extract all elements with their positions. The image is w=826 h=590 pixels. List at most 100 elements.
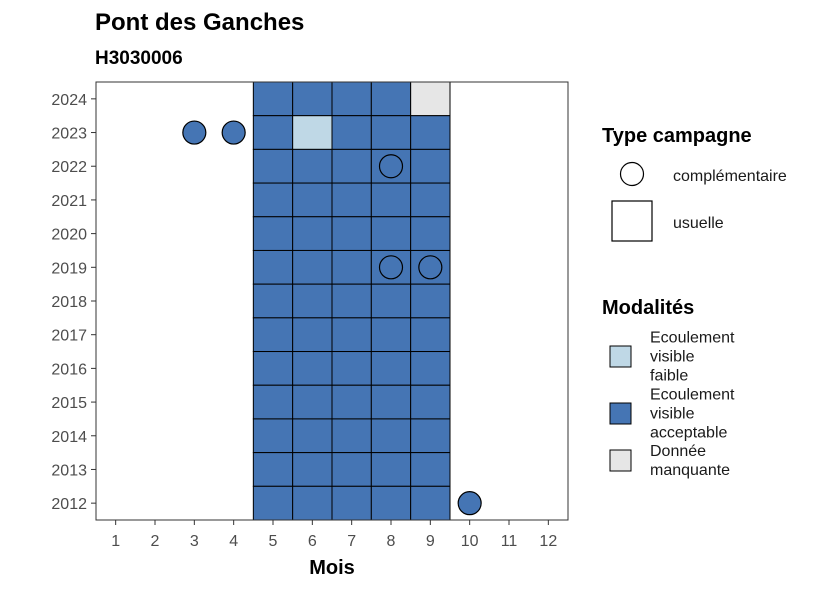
heatmap-cell-2023-9 xyxy=(410,115,451,150)
legend-label-manquante-line-1: Donnée xyxy=(650,443,706,460)
heatmap-cell-2016-7 xyxy=(331,351,372,386)
heatmap-cell-2022-6 xyxy=(292,148,333,184)
legend-label-faible-line-3: faible xyxy=(650,368,688,385)
legend-circle-symbol xyxy=(619,161,645,187)
x-tick-label-12: 12 xyxy=(539,533,557,550)
heatmap-cell-2013-6 xyxy=(292,452,333,487)
x-tick-label-7: 7 xyxy=(347,533,356,550)
y-tick-label-2016: 2016 xyxy=(51,361,87,378)
x-tick-label-9: 9 xyxy=(426,533,435,550)
heatmap-cell-2021-6 xyxy=(292,182,333,218)
heatmap-cell-2015-8 xyxy=(370,384,412,420)
heatmap-cell-2018-7 xyxy=(331,283,372,319)
legend-key-faible xyxy=(609,345,632,368)
heatmap-cell-2017-6 xyxy=(292,317,333,353)
y-tick-label-2012: 2012 xyxy=(51,496,87,513)
heatmap-cell-2014-9 xyxy=(410,418,451,454)
cells-layer xyxy=(252,81,451,521)
heatmap-cell-2016-8 xyxy=(370,351,412,386)
heatmap-cell-2015-5 xyxy=(252,384,294,420)
heatmap-cell-2023-8 xyxy=(370,115,412,150)
heatmap-cell-2015-7 xyxy=(331,384,372,420)
campaign-circle-2012-10 xyxy=(457,491,482,516)
heatmap-cell-2021-7 xyxy=(331,182,372,218)
heatmap-cell-2024-7 xyxy=(331,81,372,117)
y-tick-label-2019: 2019 xyxy=(51,260,87,277)
y-tick-label-2017: 2017 xyxy=(51,328,87,345)
legend-label-faible-line-2: visible xyxy=(650,349,695,366)
legend-key-acceptable xyxy=(609,402,632,425)
y-tick-label-2022: 2022 xyxy=(51,159,87,176)
y-tick-label-2020: 2020 xyxy=(51,227,87,244)
heatmap-cell-2013-5 xyxy=(252,452,294,487)
campaign-circle-2023-3 xyxy=(182,120,207,145)
x-axis-label: Mois xyxy=(309,557,355,579)
heatmap-cell-2012-9 xyxy=(410,485,451,521)
y-tick-label-2023: 2023 xyxy=(51,126,87,143)
heatmap-cell-2017-5 xyxy=(252,317,294,353)
x-tick-label-8: 8 xyxy=(387,533,396,550)
heatmap-cell-2022-5 xyxy=(252,148,294,184)
heatmap-cell-2024-6 xyxy=(292,81,333,117)
x-axis: 1 2 3 4 5 6 7 8 9 10 11 12 xyxy=(111,520,557,550)
heatmap-cell-2012-5 xyxy=(252,485,294,521)
y-tick-label-2015: 2015 xyxy=(51,395,87,412)
x-tick-label-3: 3 xyxy=(190,533,199,550)
heatmap-cell-2015-9 xyxy=(410,384,451,420)
legend-label-acceptable-line-2: visible xyxy=(650,406,695,423)
heatmap-cell-2013-7 xyxy=(331,452,372,487)
legend-shape-title: Type campagne xyxy=(602,125,752,147)
heatmap-cell-2017-7 xyxy=(331,317,372,353)
heatmap-cell-2022-7 xyxy=(331,148,372,184)
legend-type-campagne: Type campagne complémentaire usuelle xyxy=(602,125,787,242)
chart-title: Pont des Ganches xyxy=(95,9,304,36)
heatmap-cell-2012-7 xyxy=(331,485,372,521)
x-tick-label-2: 2 xyxy=(151,533,160,550)
legend-label-faible-line-1: Ecoulement xyxy=(650,330,735,347)
campaign-circle-2019-8 xyxy=(378,255,404,280)
y-tick-label-2014: 2014 xyxy=(51,429,87,446)
x-tick-label-1: 1 xyxy=(111,533,120,550)
heatmap-cell-2022-9 xyxy=(410,148,451,184)
heatmap-cell-2018-6 xyxy=(292,283,333,319)
legend-label-acceptable-line-3: acceptable xyxy=(650,425,727,442)
heatmap-cell-2017-9 xyxy=(410,317,451,353)
heatmap-cell-2024-8 xyxy=(370,81,412,117)
heatmap-cell-2019-5 xyxy=(252,249,294,285)
y-tick-label-2018: 2018 xyxy=(51,294,87,311)
heatmap-cell-2016-6 xyxy=(292,351,333,386)
y-tick-label-2013: 2013 xyxy=(51,462,87,479)
legend-color-title: Modalités xyxy=(602,297,694,319)
legend-shape-label-usuelle: usuelle xyxy=(673,215,724,232)
heatmap-cell-2018-5 xyxy=(252,283,294,319)
legend-label-acceptable-line-1: Ecoulement xyxy=(650,387,735,404)
legend-label-manquante-line-2: manquante xyxy=(650,462,730,479)
x-tick-label-5: 5 xyxy=(269,533,278,550)
campaign-circle-2019-9 xyxy=(418,255,443,280)
heatmap-cell-2013-8 xyxy=(370,452,412,487)
x-tick-label-6: 6 xyxy=(308,533,317,550)
heatmap-cell-2012-6 xyxy=(292,485,333,521)
circles-layer xyxy=(182,120,482,516)
x-tick-label-10: 10 xyxy=(461,533,479,550)
heatmap-cell-2015-6 xyxy=(292,384,333,420)
y-tick-label-2021: 2021 xyxy=(51,193,87,210)
x-tick-label-11: 11 xyxy=(501,533,518,550)
heatmap-cell-2020-8 xyxy=(370,216,412,251)
heatmap-cell-2016-5 xyxy=(252,351,294,386)
legend-modalites: Modalités Ecoulement visible faible Ecoulem… xyxy=(602,297,735,479)
x-tick-label-4: 4 xyxy=(229,533,238,550)
heatmap-cell-2023-6 xyxy=(292,115,333,150)
heatmap-cell-2020-6 xyxy=(292,216,333,251)
y-axis: 2012 2013 2014 2015 2016 2017 2018 2019 2020 2021… xyxy=(51,92,96,513)
heatmap-cell-2016-9 xyxy=(410,351,451,386)
heatmap-cell-2014-7 xyxy=(331,418,372,454)
heatmap-cell-2018-9 xyxy=(410,283,451,319)
heatmap-cell-2023-5 xyxy=(252,115,294,150)
heatmap-cell-2018-8 xyxy=(370,283,412,319)
heatmap-cell-2021-8 xyxy=(370,182,412,218)
y-tick-label-2024: 2024 xyxy=(51,92,87,109)
legend-key-manquante xyxy=(609,449,632,472)
heatmap-cell-2024-5 xyxy=(252,81,294,117)
